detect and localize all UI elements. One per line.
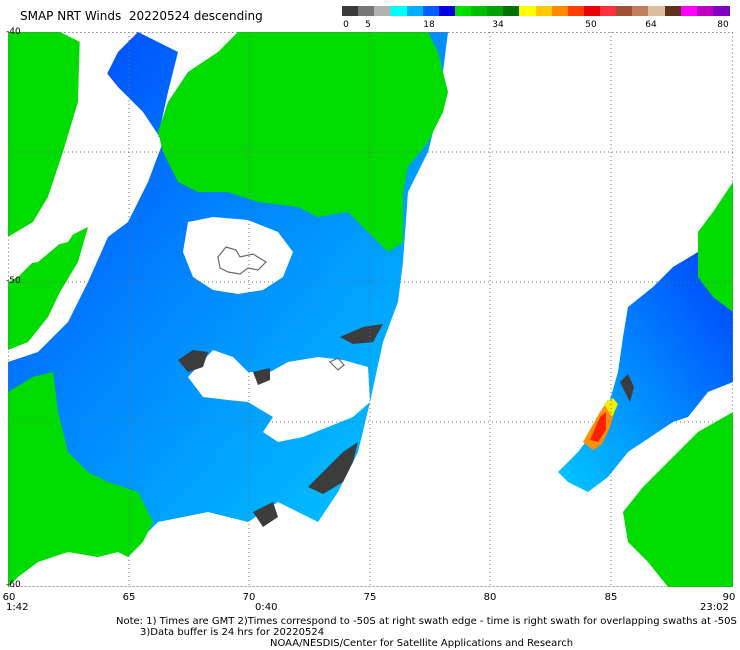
colorbar-segment — [664, 6, 682, 16]
colorbar-segment — [535, 6, 553, 16]
low-wind-patch-5 — [253, 502, 278, 527]
wind-swath-green-right-top — [698, 182, 733, 312]
note-line-2: 3)Data buffer is 24 hrs for 20220524 — [140, 627, 325, 638]
map-title: SMAP NRT Winds 20220524 descending — [20, 9, 263, 23]
lon-label-85: 85 — [604, 592, 618, 603]
storm-dark-edge — [620, 374, 634, 402]
no-data-region-left-strip — [8, 32, 138, 282]
lat-label-40: -40 — [6, 27, 21, 37]
note-line-1: Note: 1) Times are GMT 2)Times correspon… — [116, 616, 737, 627]
wind-swath-green-right-bottom — [623, 412, 733, 587]
colorbar-tick-label: 50 — [585, 20, 597, 30]
colorbar-segment — [583, 6, 601, 16]
low-wind-patch-3 — [340, 324, 383, 344]
colorbar-segment — [342, 6, 359, 16]
colorbar-segment — [358, 6, 375, 16]
colorbar-segment — [438, 6, 456, 16]
colorbar-tick-label: 5 — [365, 20, 371, 30]
colorbar-tick-label: 34 — [492, 20, 504, 30]
wind-swath-green-top — [158, 32, 448, 252]
low-wind-patch-2 — [253, 368, 270, 385]
lon-label-80: 80 — [483, 592, 497, 603]
note-line-3: NOAA/NESDIS/Center for Satellite Applica… — [270, 638, 574, 649]
time-label-right: 23:02 — [700, 602, 729, 613]
colorbar-segment — [600, 6, 617, 16]
lat-label-50: -50 — [6, 276, 21, 286]
colorbar-segment — [374, 6, 391, 16]
no-data-region-lower — [188, 350, 370, 442]
colorbar-segment — [680, 6, 698, 16]
storm-core-red — [590, 412, 606, 442]
time-label-center: 0:40 — [255, 602, 278, 613]
time-label-left: 1:42 — [6, 602, 29, 613]
colorbar-segment — [519, 6, 536, 16]
wind-map — [8, 32, 733, 587]
colorbar-segment — [696, 6, 714, 16]
colorbar-segment — [712, 6, 730, 16]
island-outline — [217, 246, 345, 371]
wind-swath-green-left-2 — [8, 227, 88, 350]
colorbar-segment — [422, 6, 440, 16]
storm-core-yellow — [604, 398, 618, 417]
colorbar-segment — [551, 6, 569, 16]
no-data-region-center — [183, 217, 293, 294]
colorbar-tick-label: 0 — [343, 20, 349, 30]
colorbar-segment — [503, 6, 520, 16]
wind-swath-green-left — [8, 32, 80, 237]
low-wind-patch-1 — [178, 350, 208, 372]
lon-label-75: 75 — [363, 592, 377, 603]
colorbar-tick-label: 80 — [717, 20, 729, 30]
graticule — [8, 32, 733, 587]
colorbar-segment — [471, 6, 488, 16]
lon-label-90: 90 — [722, 592, 736, 603]
colorbar-segment — [632, 6, 649, 16]
map-frame — [8, 32, 733, 587]
wind-speed-colorbar: 0 5 18 34 50 64 80 — [0, 0, 740, 30]
colorbar-segment — [616, 6, 633, 16]
colorbar-segment — [567, 6, 585, 16]
colorbar-segment — [454, 6, 472, 16]
colorbar-segment — [487, 6, 504, 16]
lon-label-60: 60 — [2, 592, 16, 603]
colorbar-segment — [406, 6, 424, 16]
lon-label-65: 65 — [122, 592, 136, 603]
colorbar-tick-label: 18 — [423, 20, 435, 30]
lat-label-60: -60 — [6, 580, 21, 590]
wind-swath-green-bottom-left — [8, 372, 153, 587]
colorbar-segment — [390, 6, 407, 16]
colorbar-segment — [648, 6, 665, 16]
colorbar-tick-label: 64 — [645, 20, 657, 30]
lon-label-70: 70 — [242, 592, 256, 603]
low-wind-patch-4 — [308, 442, 358, 494]
